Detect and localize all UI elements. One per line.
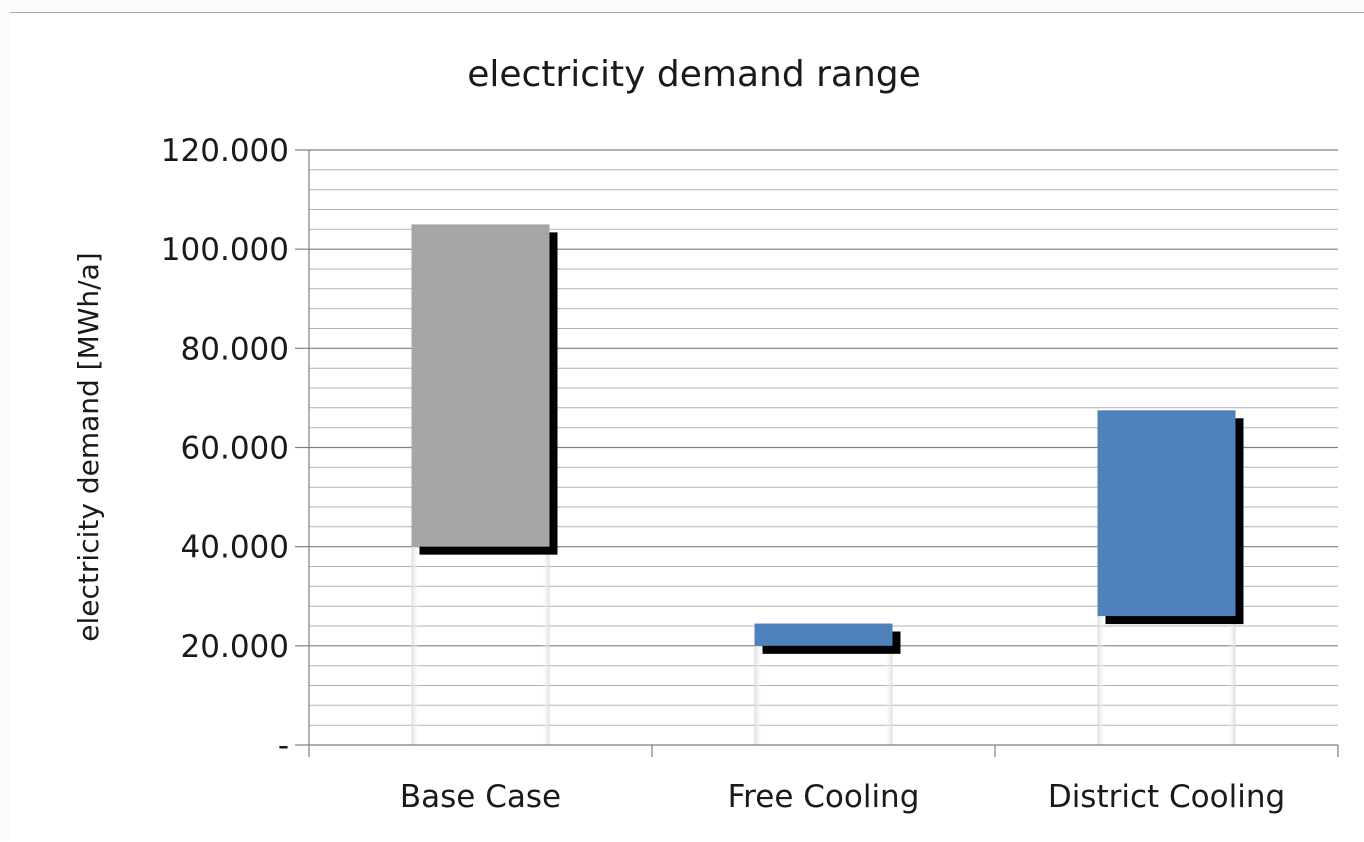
y-tick-label: -: [278, 728, 289, 764]
y-tick-label: 60.000: [181, 431, 289, 467]
range-bar: [1097, 410, 1236, 617]
axes: [295, 149, 1339, 757]
bars: [411, 224, 1244, 654]
range-bar: [411, 224, 550, 547]
y-tick-label: 100.000: [161, 232, 289, 268]
bar-base-ghost: [1097, 616, 1236, 745]
bar-ghosts: [411, 546, 1236, 745]
range-bar: [754, 623, 893, 646]
chart-title: electricity demand range: [467, 54, 921, 95]
y-tick-label: 80.000: [181, 331, 289, 367]
x-category-label: Base Case: [400, 779, 561, 815]
x-category-label: District Cooling: [1048, 779, 1285, 815]
tick-labels: - 20.000 40.000 60.000 80.000 100.000 120.000 B…: [161, 133, 1285, 815]
bar-base-ghost: [411, 546, 550, 745]
y-tick-label: 40.000: [181, 530, 289, 566]
bar-base-ghost: [754, 645, 893, 745]
y-tick-label: 20.000: [181, 629, 289, 665]
x-category-label: Free Cooling: [728, 779, 920, 815]
y-axis-label: electricity demand [MWh/a]: [72, 252, 105, 641]
y-tick-label: 120.000: [161, 133, 289, 169]
